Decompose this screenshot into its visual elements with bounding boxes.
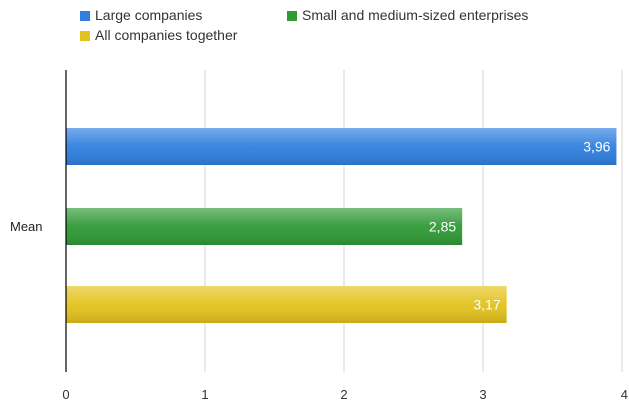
bar-value-label-1: 2,85 <box>429 219 456 235</box>
x-axis-ticks: 0 1 2 3 4 <box>62 387 628 402</box>
bar-value-label-0: 3,96 <box>583 139 610 155</box>
category-labels: Mean <box>10 219 43 234</box>
x-tick-label-2: 2 <box>340 387 347 402</box>
x-tick-label-3: 3 <box>479 387 486 402</box>
category-label-0: Mean <box>10 219 43 234</box>
legend-label-2: All companies together <box>95 27 238 43</box>
bar-shine-0 <box>66 128 617 165</box>
bar-shine-1 <box>66 208 463 245</box>
legend-label-0: Large companies <box>95 7 202 23</box>
bar-shine-2 <box>66 286 507 323</box>
bar-value-label-2: 3,17 <box>473 297 500 313</box>
x-tick-label-0: 0 <box>62 387 69 402</box>
legend-label-1: Small and medium-sized enterprises <box>302 7 528 23</box>
legend-swatch-2 <box>80 31 90 41</box>
legend-swatch-0 <box>80 11 90 21</box>
bars: 3,96 2,85 3,17 <box>66 128 617 323</box>
legend-swatch-1 <box>287 11 297 21</box>
x-tick-label-1: 1 <box>201 387 208 402</box>
legend: Large companies Small and medium-sized en… <box>80 7 528 43</box>
x-tick-label-4: 4 <box>621 387 628 402</box>
